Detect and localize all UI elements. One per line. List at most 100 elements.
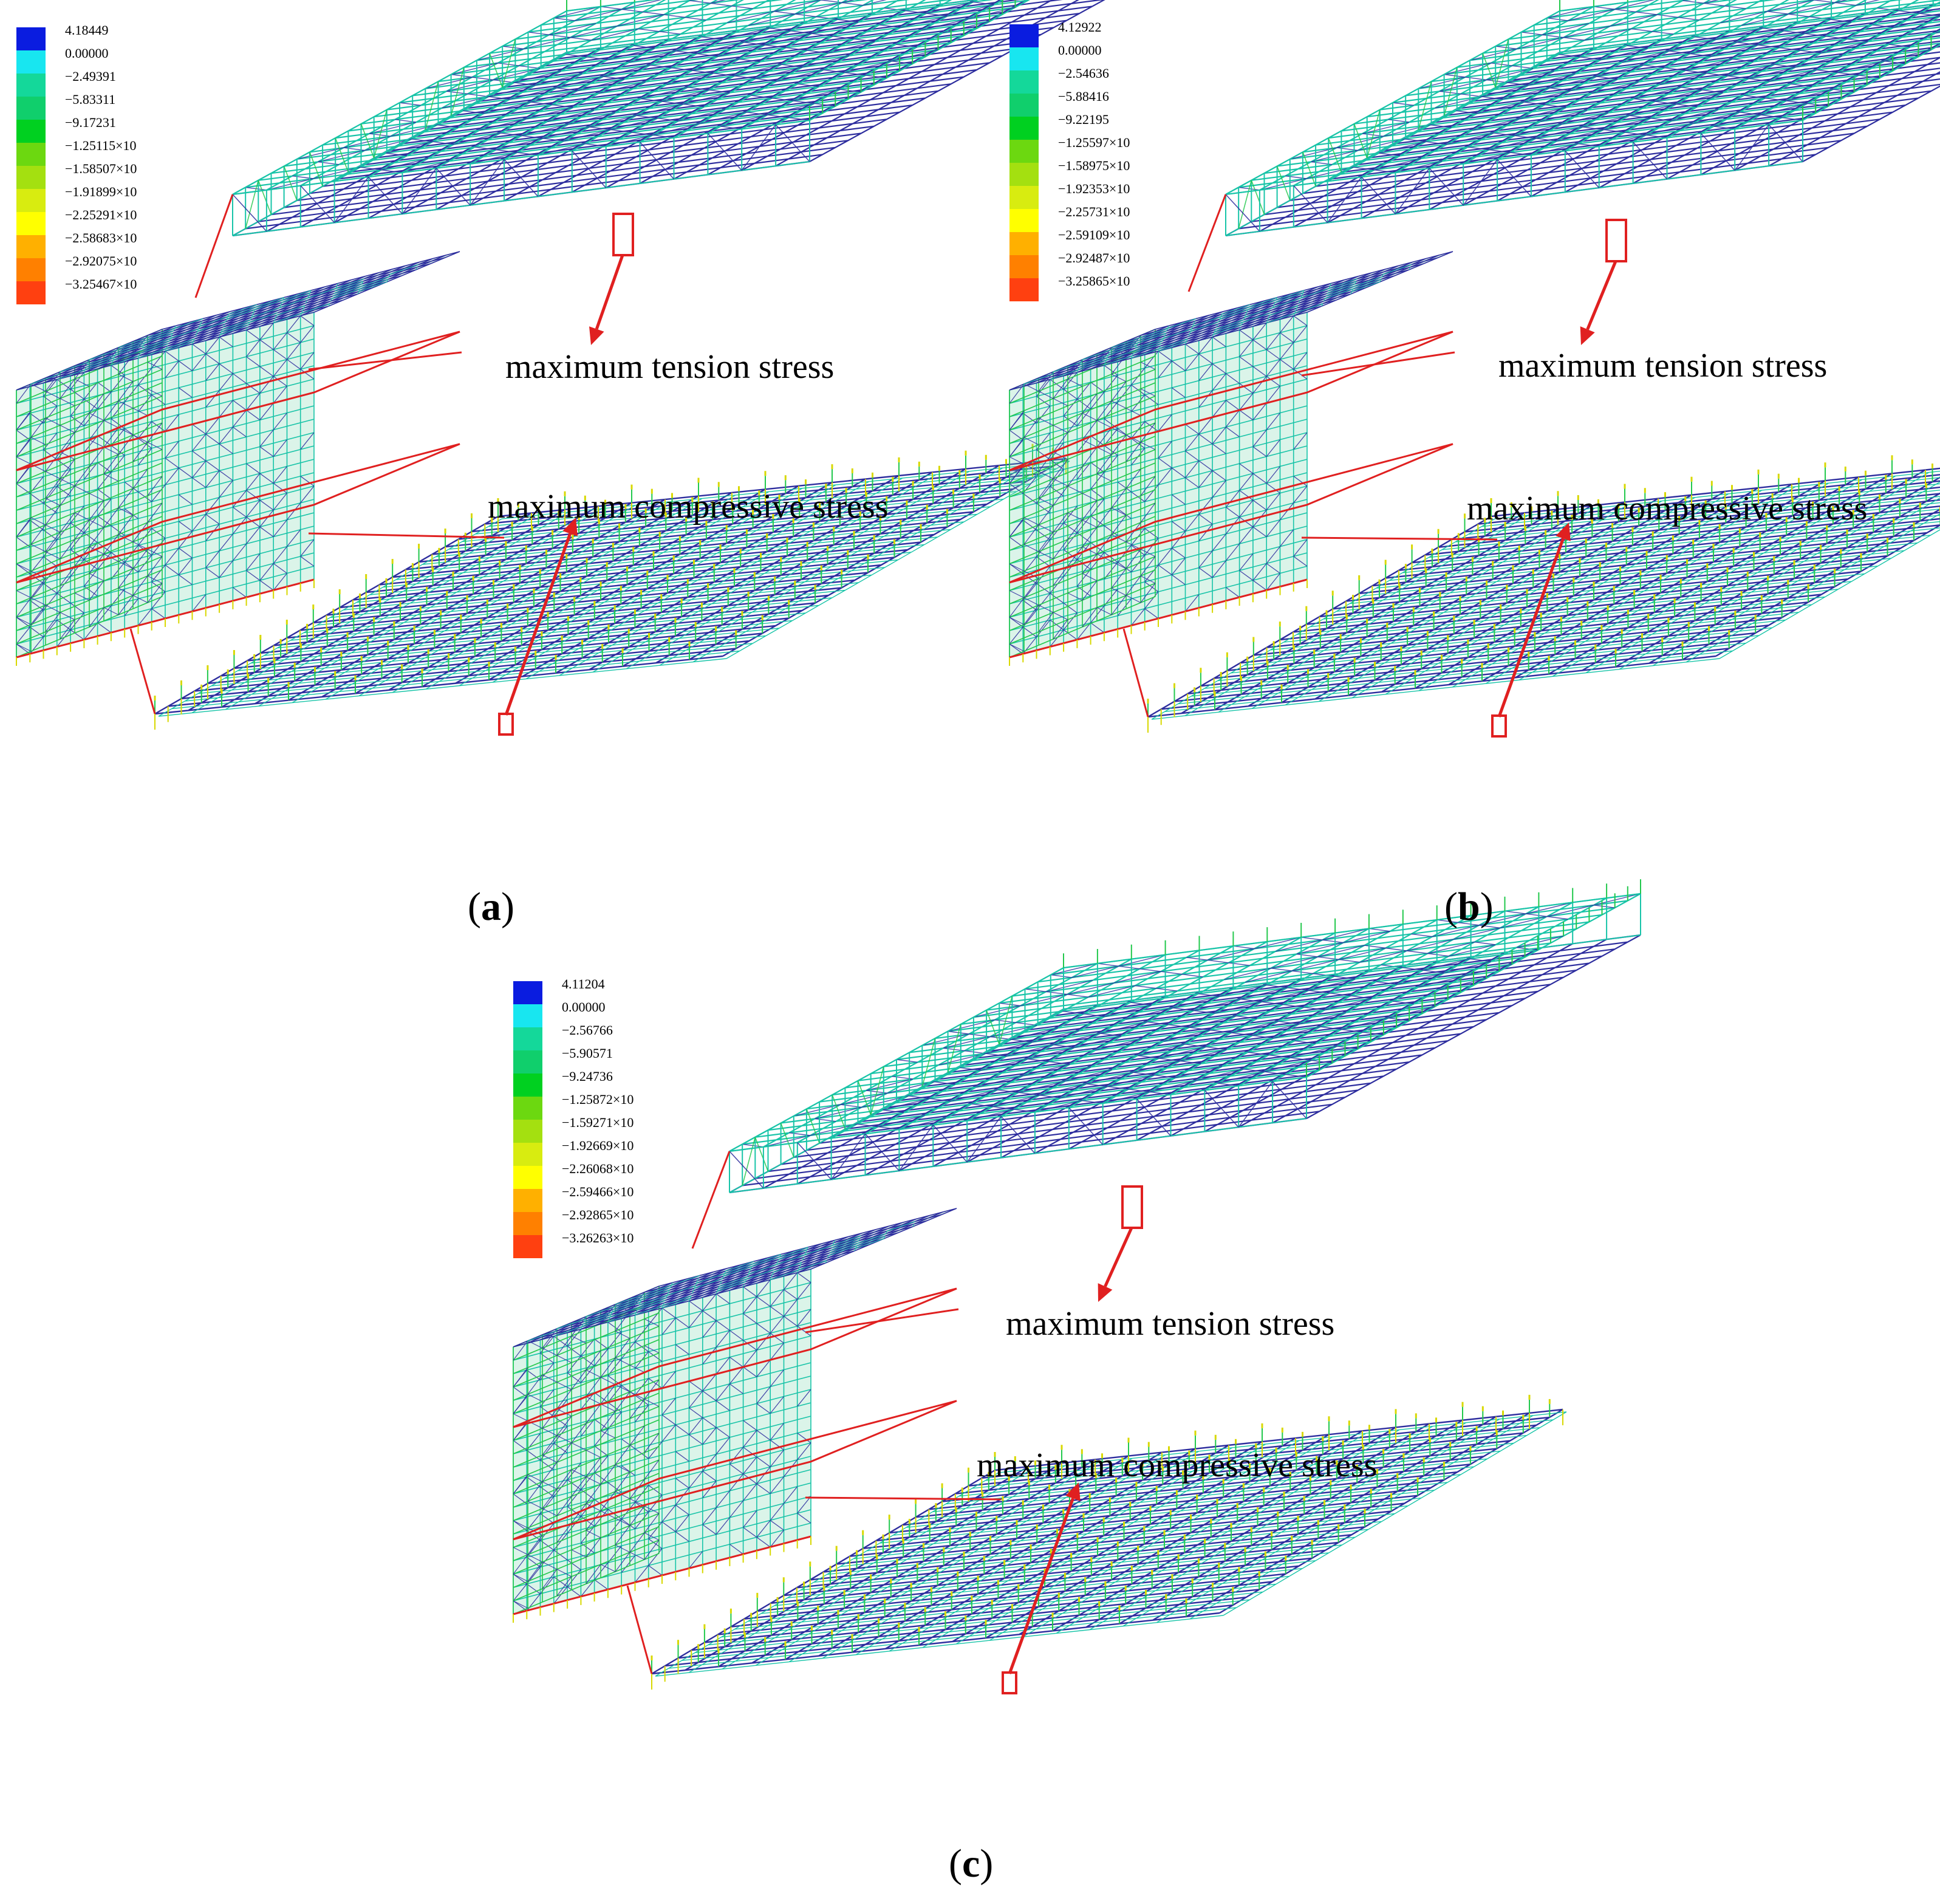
legend-swatch	[16, 189, 46, 212]
legend-value: −1.25872×10	[562, 1092, 634, 1107]
legend: 4.18449 0.00000 −2.49391 −5.83311 −9.17231 −1…	[16, 22, 137, 304]
tension-label: maximum tension stress	[505, 348, 834, 386]
legend-value: −2.25291×10	[65, 207, 137, 222]
compressive-arrow	[504, 518, 578, 716]
legend-swatch	[513, 1189, 542, 1212]
tension-highlight-box	[1605, 219, 1627, 262]
ground-floor-frame	[154, 443, 1070, 730]
legend-value: −2.49391	[65, 69, 116, 84]
panel-a: maximum tension stress maximum compressiv…	[16, 0, 1105, 736]
compressive-label: maximum compressive stress	[977, 1447, 1377, 1484]
legend-swatch	[16, 166, 46, 189]
legend-swatch	[513, 981, 542, 1004]
legend-swatch	[1009, 163, 1039, 186]
legend-value: −1.92353×10	[1058, 181, 1130, 196]
upper-floor-truss	[729, 879, 1641, 1194]
legend-value: −2.25731×10	[1058, 204, 1130, 219]
legend-value: −2.26068×10	[562, 1161, 634, 1176]
legend-value: 0.00000	[562, 999, 606, 1015]
upper-floor-truss	[1225, 0, 1940, 237]
legend-value: −3.26263×10	[562, 1230, 634, 1245]
legend-value: −5.83311	[65, 92, 115, 107]
legend-swatch	[16, 120, 46, 143]
legend-swatch	[513, 1166, 542, 1189]
legend-swatch	[513, 1120, 542, 1143]
compressive-arrow	[1497, 522, 1571, 717]
legend-value: −9.17231	[65, 115, 116, 130]
legend-swatch	[1009, 255, 1039, 278]
legend-swatch	[1009, 24, 1039, 47]
legend-swatch	[16, 50, 46, 74]
legend-swatch	[513, 1027, 542, 1050]
callout-lines	[129, 194, 505, 714]
legend-swatch	[16, 143, 46, 166]
tension-label: maximum tension stress	[1498, 347, 1827, 385]
legend-swatch	[513, 1143, 542, 1166]
legend-value: −5.88416	[1058, 89, 1109, 104]
tension-highlight-box	[612, 213, 634, 256]
tension-arrow	[589, 255, 624, 345]
legend-swatch	[513, 1004, 542, 1027]
compressive-arrow	[1008, 1482, 1081, 1674]
upper-floor-truss	[232, 0, 1105, 237]
legend-swatch	[1009, 209, 1039, 232]
legend: 4.12922 0.00000 −2.54636 −5.88416 −9.22195 −1…	[1009, 19, 1130, 301]
legend-value: −1.25115×10	[65, 138, 137, 153]
legend-value: 4.12922	[1058, 19, 1102, 35]
legend-value: −2.92865×10	[562, 1207, 634, 1222]
legend-swatch	[1009, 70, 1039, 94]
callout-lines	[1122, 194, 1498, 717]
legend-value: −2.59109×10	[1058, 227, 1130, 242]
legend-swatch	[16, 212, 46, 235]
compressive-highlight-box	[498, 713, 514, 736]
legend-value: −2.92075×10	[65, 253, 137, 269]
legend-swatch	[16, 235, 46, 258]
callout-lines	[626, 1151, 1002, 1674]
legend-value: −5.90571	[562, 1046, 613, 1061]
legend-value: −9.22195	[1058, 112, 1109, 127]
legend-value: −2.56766	[562, 1022, 613, 1038]
compressive-highlight-box	[1491, 714, 1507, 738]
legend-value: −2.59466×10	[562, 1184, 634, 1199]
legend-swatch	[1009, 140, 1039, 163]
legend-value: 0.00000	[65, 46, 109, 61]
legend-value: −9.24736	[562, 1069, 613, 1084]
tension-arrow	[1098, 1227, 1133, 1302]
legend-swatch	[1009, 94, 1039, 117]
panel-label-a: (a)	[468, 885, 514, 929]
panel-c: maximum tension stress maximum compressiv…	[513, 879, 1641, 1694]
panel-label-b: (b)	[1444, 885, 1494, 929]
legend-swatch	[16, 281, 46, 304]
legend-value: 0.00000	[1058, 43, 1102, 58]
legend-value: −1.59271×10	[562, 1115, 634, 1130]
legend-swatch	[1009, 186, 1039, 209]
legend-swatch	[513, 1074, 542, 1097]
tension-label: maximum tension stress	[1006, 1305, 1334, 1343]
structure-overview-box	[1009, 251, 1453, 666]
legend-swatch	[513, 1235, 542, 1258]
legend-swatch	[513, 1050, 542, 1074]
legend-swatch	[1009, 117, 1039, 140]
legend-value: 4.11204	[562, 976, 605, 991]
tension-arrow	[1580, 261, 1617, 345]
legend-swatch	[513, 1212, 542, 1235]
legend-swatch	[513, 1097, 542, 1120]
compressive-highlight-box	[1002, 1671, 1017, 1694]
legend-value: 4.18449	[65, 22, 109, 38]
legend-value: −1.25597×10	[1058, 135, 1130, 150]
panel-b: maximum tension stress maximum compressiv…	[1009, 0, 1940, 738]
legend-value: −2.58683×10	[65, 230, 137, 245]
structure-overview-box	[16, 251, 460, 666]
legend-value: −1.58975×10	[1058, 158, 1130, 173]
ground-floor-frame	[1147, 455, 1940, 733]
legend-swatch	[1009, 278, 1039, 301]
legend-swatch	[16, 258, 46, 281]
compressive-label: maximum compressive stress	[1467, 490, 1867, 527]
legend-value: −1.91899×10	[65, 184, 137, 199]
legend-value: −2.54636	[1058, 66, 1109, 81]
legend-value: −3.25467×10	[65, 276, 137, 292]
legend-swatch	[16, 27, 46, 50]
legend-swatch	[1009, 232, 1039, 255]
